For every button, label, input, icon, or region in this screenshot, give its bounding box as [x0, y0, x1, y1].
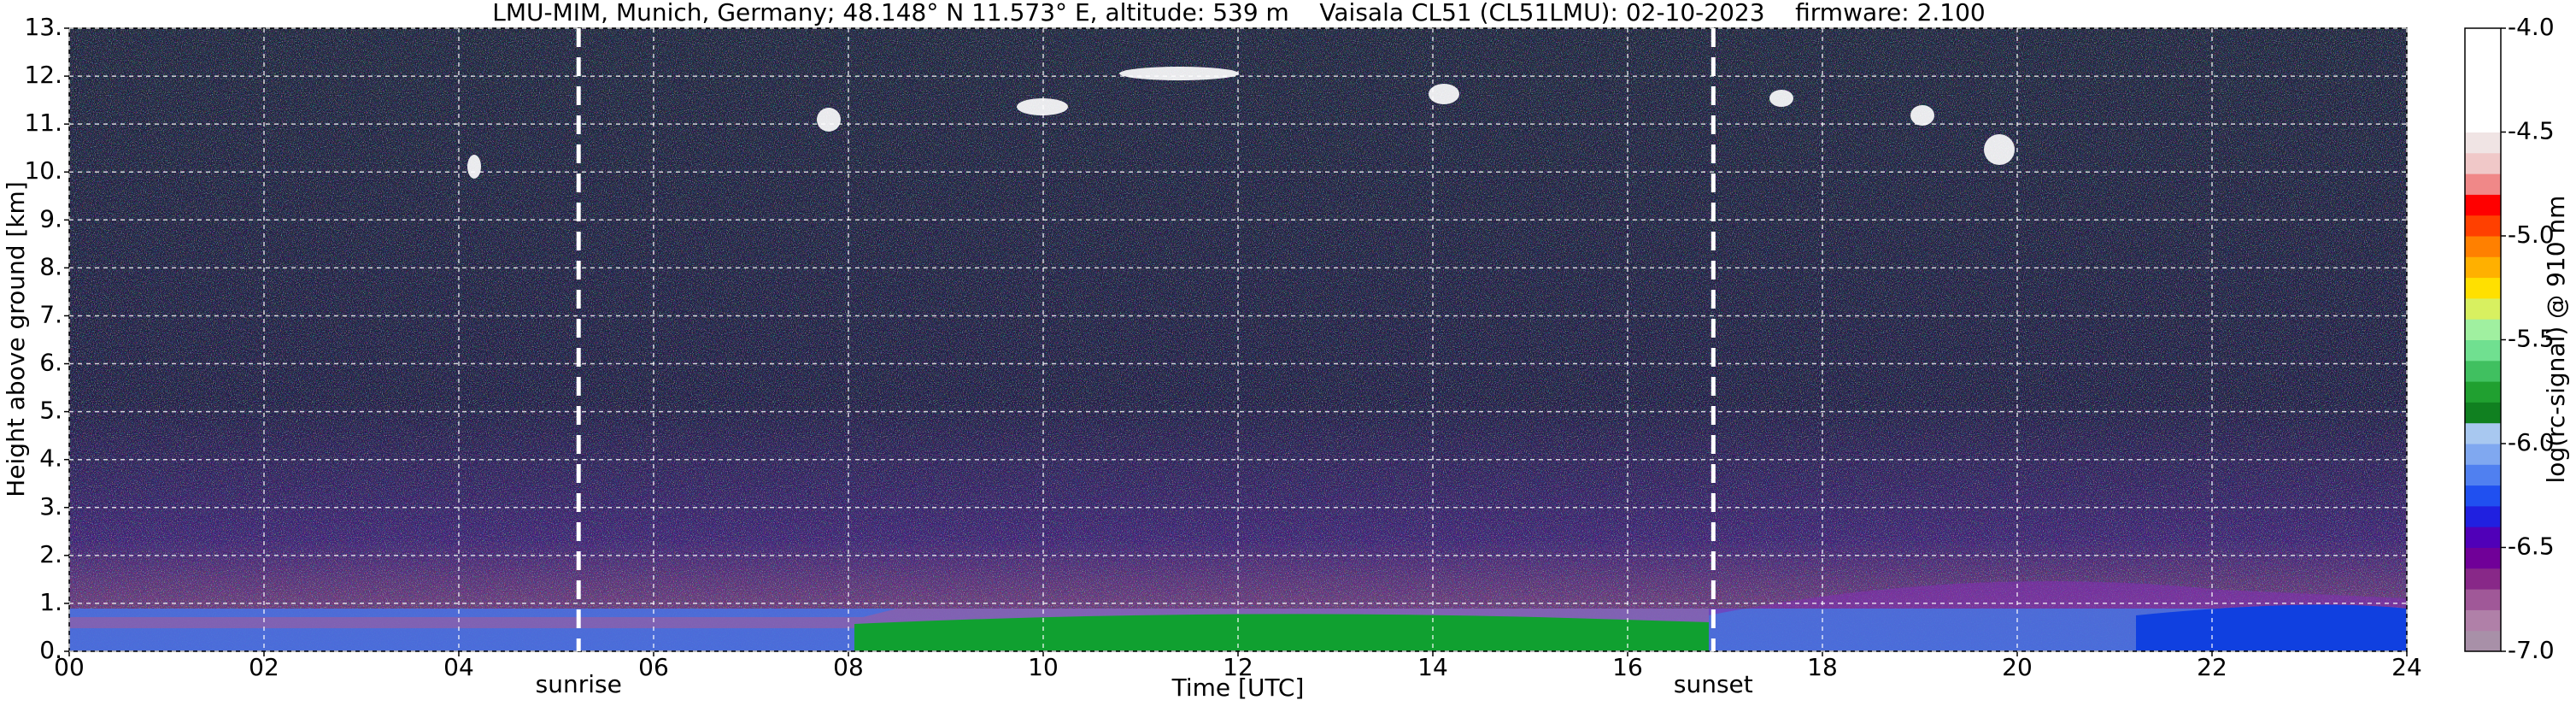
colorbar-swatch [2465, 609, 2501, 632]
y-tick-label: 8. [39, 252, 62, 280]
y-tick-label: 12. [24, 61, 62, 89]
x-axis-label: Time [UTC] [1171, 674, 1305, 702]
x-tick-label: 12 [1223, 653, 1253, 681]
colorbar-swatch [2465, 527, 2501, 548]
colorbar-swatch [2465, 547, 2501, 569]
y-tick-label: 3. [39, 492, 62, 521]
x-tick-label: 16 [1612, 653, 1643, 681]
colorbar-swatch [2465, 297, 2501, 320]
colorbar-swatch [2465, 256, 2501, 279]
y-tick-label: 7. [39, 300, 62, 328]
colorbar-swatch [2465, 174, 2501, 195]
colorbar-swatch [2465, 69, 2501, 91]
colorbar-label: log(rc-signal) @ 910 nm [2542, 196, 2570, 484]
colorbar-swatch [2465, 277, 2501, 299]
colorbar-tick-label: -6.5 [2508, 532, 2555, 561]
event-label: sunrise [536, 670, 622, 698]
x-tick-label: 06 [638, 653, 669, 681]
colorbar-swatch [2465, 339, 2501, 362]
colorbar-swatch [2465, 49, 2501, 71]
colorbar-tick-label: -7.0 [2508, 636, 2555, 664]
x-tick-label: 22 [2197, 653, 2227, 681]
colorbar-swatch [2465, 589, 2501, 610]
colorbar-swatch [2465, 505, 2501, 527]
colorbar-tick-label: -4.0 [2508, 13, 2555, 41]
y-tick-label: 9. [39, 204, 62, 232]
colorbar-swatch [2465, 630, 2501, 652]
y-tick-label: 0. [39, 636, 62, 664]
y-tick-label: 1. [39, 588, 62, 616]
colorbar-swatch [2465, 194, 2501, 216]
colorbar-swatch [2465, 444, 2501, 465]
y-tick-label: 2. [39, 540, 62, 568]
colorbar-tick-label: -5.0 [2508, 221, 2555, 249]
colorbar-swatch [2465, 402, 2501, 424]
colorbar-swatch [2465, 132, 2501, 154]
y-tick-label: 6. [39, 349, 62, 377]
colorbar-swatch [2465, 236, 2501, 257]
colorbar-tick-label: -6.0 [2508, 428, 2555, 456]
colorbar-swatch [2465, 360, 2501, 382]
colorbar-tick-label: -4.5 [2508, 117, 2555, 145]
colorbar-tick-label: -5.5 [2508, 325, 2555, 353]
y-axis-label: Height above ground [km] [2, 181, 30, 497]
y-tick-label: 5. [39, 397, 62, 425]
colorbar-swatch [2465, 152, 2501, 174]
y-tick-label: 13. [24, 13, 62, 41]
x-tick-label: 00 [54, 653, 85, 681]
chart-title: LMU-MIM, Munich, Germany; 48.148° N 11.5… [492, 0, 1986, 26]
colorbar-swatch [2465, 568, 2501, 590]
y-tick-label: 10. [24, 156, 62, 185]
colorbar-swatch [2465, 28, 2501, 50]
x-tick-label: 04 [443, 653, 474, 681]
colorbar-swatch [2465, 319, 2501, 340]
x-tick-label: 20 [2002, 653, 2033, 681]
colorbar-swatch [2465, 381, 2501, 403]
x-tick-label: 24 [2391, 653, 2422, 681]
y-tick-label: 4. [39, 444, 62, 473]
x-tick-label: 08 [833, 653, 864, 681]
colorbar-swatch [2465, 90, 2501, 112]
colorbar-swatch [2465, 111, 2501, 132]
event-label: sunset [1674, 670, 1753, 698]
colorbar-swatch [2465, 422, 2501, 444]
colorbar-swatch [2465, 464, 2501, 486]
x-tick-label: 18 [1807, 653, 1838, 681]
x-tick-label: 10 [1028, 653, 1059, 681]
x-tick-label: 02 [249, 653, 279, 681]
y-tick-label: 11. [24, 109, 62, 137]
x-tick-label: 14 [1417, 653, 1448, 681]
colorbar-swatch [2465, 485, 2501, 507]
colorbar-swatch [2465, 215, 2501, 237]
